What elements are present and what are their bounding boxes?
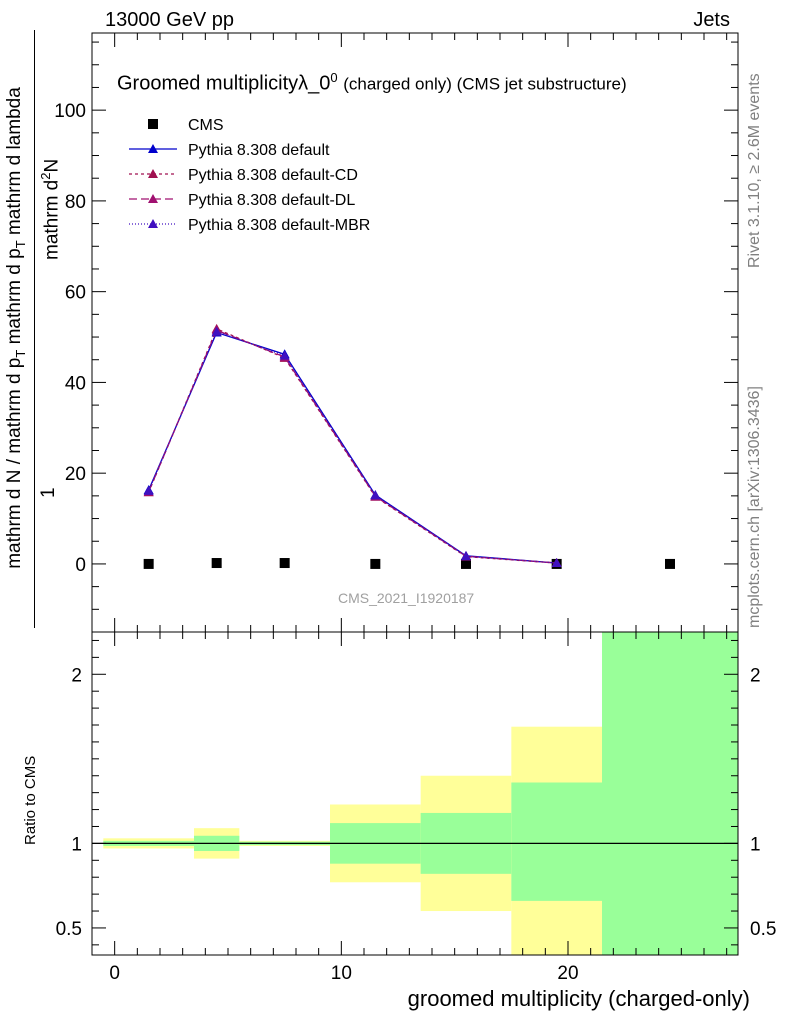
series-4-point-5: [551, 558, 562, 568]
x-tick-label-1: 10: [331, 963, 352, 984]
ratio-y-tick-label-right-2: 2: [750, 665, 761, 686]
main-y-tick-label-1: 20: [65, 464, 86, 485]
legend-label-4: Pythia 8.308 default-MBR: [188, 217, 370, 234]
main-y-tick-label-5: 100: [54, 101, 86, 122]
series-1-line: [148, 331, 557, 564]
x-tick-label-0: 0: [109, 963, 120, 984]
energy-label: 13000 GeV pp: [105, 9, 234, 31]
ratio-y-tick-label-right-0: 0.5: [750, 919, 776, 940]
series-0-point-4: [461, 558, 471, 569]
ratio-y-tick-label-right-1: 1: [750, 834, 761, 855]
main-y-tick-label-2: 40: [65, 373, 86, 394]
x-tick-label-2: 20: [557, 963, 578, 984]
ratio-y-tick-label-left-0: 0.5: [56, 919, 82, 940]
series-4-point-4: [461, 551, 471, 561]
main-y-tick-label-3: 60: [65, 283, 86, 304]
main-y-tick-label-0: 0: [75, 555, 86, 576]
ratio-y-tick-label-left-2: 2: [71, 665, 82, 686]
legend-label-3: Pythia 8.308 default-DL: [188, 192, 355, 209]
series-0-point-0: [143, 558, 154, 569]
legend-marker-1: [148, 144, 158, 153]
series-4-point-0: [143, 485, 154, 495]
x-axis-label: groomed multiplicity (charged-only): [407, 986, 750, 1011]
series-0-point-3: [370, 558, 381, 569]
category-label: Jets: [693, 9, 730, 31]
legend-label-0: CMS: [188, 117, 224, 134]
ratio-band-inner-6: [602, 632, 738, 955]
series-4-line: [148, 330, 557, 564]
series-0-point-1: [211, 558, 222, 569]
plot-title-sup: 0: [330, 70, 338, 85]
legend-label-1: Pythia 8.308 default: [188, 142, 330, 159]
series-4-point-2: [279, 350, 290, 360]
series-3-line: [148, 329, 557, 564]
main-y-tick-label-4: 80: [65, 192, 86, 213]
ratio-frame: [91, 631, 739, 956]
series-0-point-2: [279, 558, 290, 569]
legend-marker-4: [148, 219, 158, 228]
ratio-y-tick-label-left-1: 1: [71, 834, 82, 855]
legend-marker-0: [148, 119, 158, 129]
plot-title-main: Groomed multiplicityλ_0: [117, 72, 331, 95]
main-ylabel-fraction-bar: [34, 30, 35, 628]
series-0-point-6: [665, 558, 675, 569]
plot-title: Groomed multiplicityλ_00 (charged only) …: [117, 70, 627, 96]
legend-marker-2: [148, 169, 158, 178]
analysis-watermark: CMS_2021_I1920187: [338, 590, 475, 606]
ratio-band-inner-5: [511, 782, 602, 901]
plot-title-suffix: (charged only) (CMS jet substructure): [343, 74, 627, 94]
legend-marker-3: [148, 194, 158, 203]
series-2-line: [148, 328, 557, 564]
series-4-point-1: [211, 326, 222, 336]
legend-label-2: Pythia 8.308 default-CD: [188, 167, 358, 184]
series-4-point-3: [370, 490, 381, 500]
